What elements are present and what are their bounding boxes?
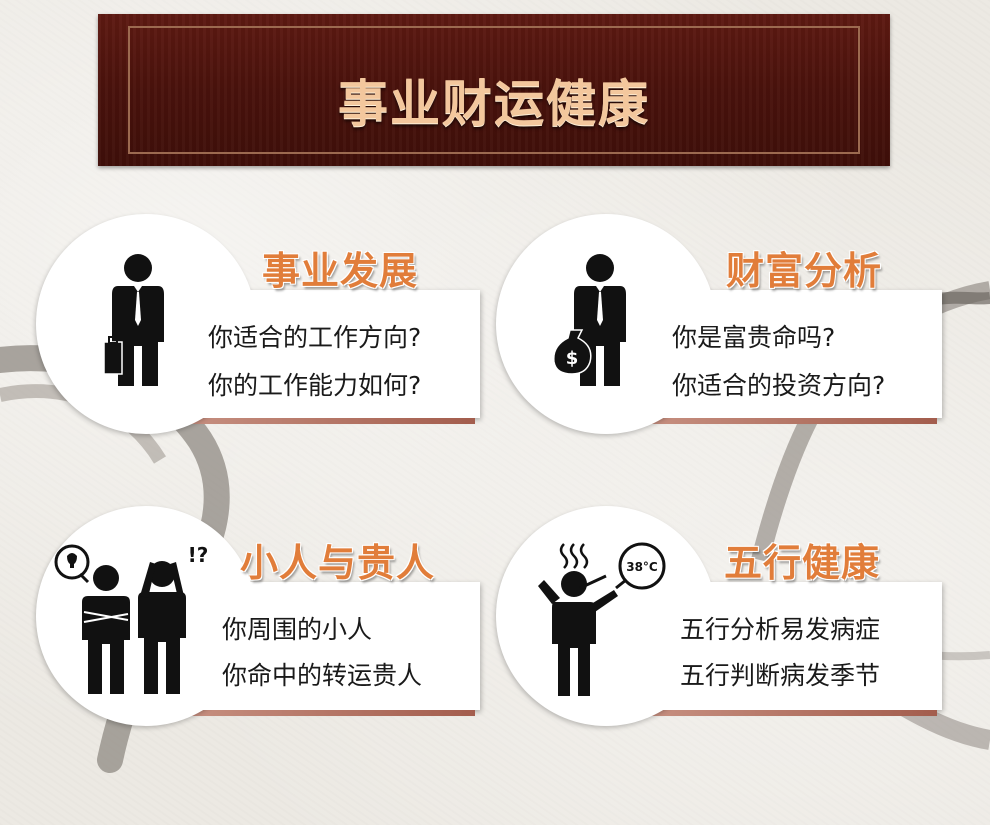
businessman-briefcase-icon — [104, 254, 164, 386]
card-line: 五行判断病发季节 — [680, 661, 881, 690]
card-line: 你是富贵命吗? — [672, 323, 836, 352]
card-line: 你适合的投资方向? — [672, 371, 886, 400]
card-strip — [165, 710, 475, 716]
exclamation-question-mark: !? — [188, 543, 209, 567]
card-title: 小人与贵人 — [240, 541, 436, 585]
card-strip — [165, 418, 475, 424]
two-people-idea-confusion-icon: !? — [54, 543, 209, 694]
header-banner: 事业财运健康 — [98, 14, 890, 166]
card-line: 你适合的工作方向? — [208, 323, 422, 352]
dollar-sign: $ — [566, 348, 579, 369]
card-strip — [627, 710, 937, 716]
banner-frame — [128, 26, 860, 154]
card-line: 你的工作能力如何? — [208, 371, 422, 400]
card-line: 你周围的小人 — [222, 615, 373, 644]
sick-person-thermometer-icon: 38°C — [538, 542, 666, 696]
page-title: 事业财运健康 — [338, 75, 650, 133]
card-strip — [627, 418, 937, 424]
businessman-money-bag-icon: $ — [553, 254, 626, 386]
temperature-label: 38°C — [626, 560, 658, 574]
card-line: 你命中的转运贵人 — [222, 661, 423, 690]
card-title: 财富分析 — [726, 249, 883, 293]
card-title: 五行健康 — [724, 541, 881, 585]
card-title: 事业发展 — [262, 249, 419, 293]
card-line: 五行分析易发病症 — [680, 615, 881, 644]
